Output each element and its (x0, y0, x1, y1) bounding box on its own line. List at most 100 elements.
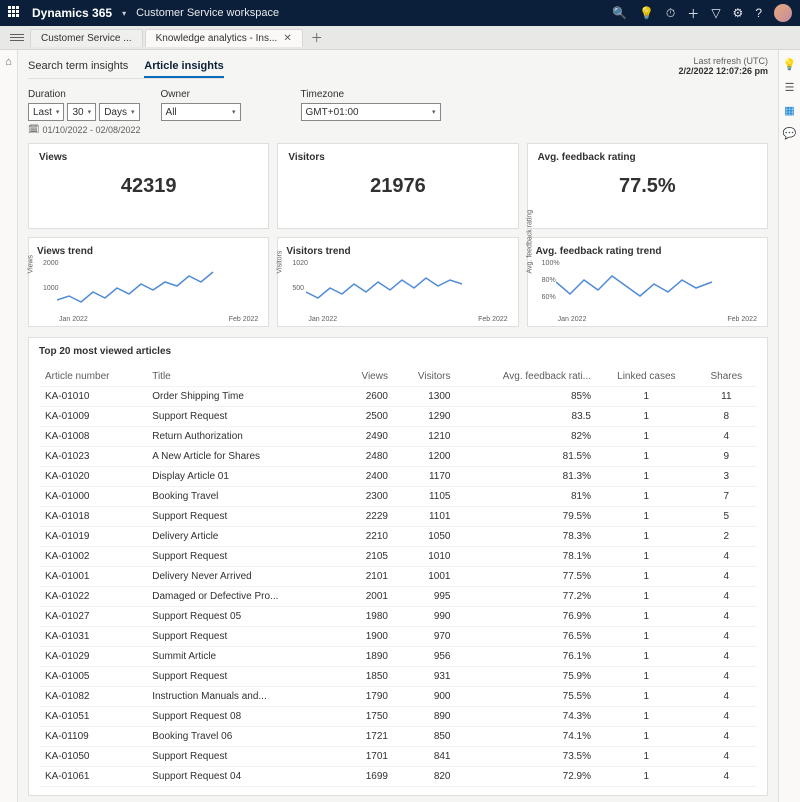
col-article[interactable]: Article number (39, 367, 146, 387)
help-icon[interactable]: ? (755, 6, 762, 20)
cell-title: Support Request (146, 627, 340, 647)
cell-article: KA-01109 (39, 727, 146, 747)
cell-title: Summit Article (146, 647, 340, 667)
kpi-value: 42319 (39, 175, 258, 198)
lightbulb-icon[interactable]: 💡 (639, 6, 654, 20)
table-row[interactable]: KA-01023A New Article for Shares24801200… (39, 447, 757, 467)
table-row[interactable]: KA-01031Support Request190097076.5%14 (39, 627, 757, 647)
table-row[interactable]: KA-01002Support Request2105101078.1%14 (39, 547, 757, 567)
app-launcher-icon[interactable] (8, 6, 22, 20)
cell-title: Return Authorization (146, 427, 340, 447)
table-row[interactable]: KA-01001Delivery Never Arrived2101100177… (39, 567, 757, 587)
timer-icon[interactable]: ⏱ (666, 6, 675, 21)
cell-article: KA-01009 (39, 407, 146, 427)
refresh-label: Last refresh (UTC) (678, 56, 768, 66)
subtab-search-term[interactable]: Search term insights (28, 56, 128, 78)
tabstrip: Customer Service ... Knowledge analytics… (0, 26, 800, 50)
new-tab-button[interactable]: ＋ (311, 29, 323, 46)
panel-icon[interactable]: ▦ (784, 104, 794, 117)
menu-icon[interactable] (10, 34, 24, 41)
filter-icon[interactable]: ▽ (711, 6, 720, 20)
cell-rating: 76.5% (457, 627, 598, 647)
table-row[interactable]: KA-01010Order Shipping Time2600130085%11… (39, 387, 757, 407)
close-icon[interactable]: ✕ (283, 33, 291, 44)
chat-icon[interactable]: 💬 (783, 127, 797, 140)
table-row[interactable]: KA-01029Summit Article189095676.1%14 (39, 647, 757, 667)
cell-article: KA-01005 (39, 667, 146, 687)
kpi-rating: Avg. feedback rating 77.5% (527, 143, 768, 229)
col-shares[interactable]: Shares (696, 367, 757, 387)
table-row[interactable]: KA-01018Support Request2229110179.5%15 (39, 507, 757, 527)
cell-linked: 1 (597, 547, 696, 567)
cell-linked: 1 (597, 447, 696, 467)
cell-title: Order Shipping Time (146, 387, 340, 407)
subtab-article-insights[interactable]: Article insights (144, 56, 223, 78)
search-icon[interactable]: 🔍 (612, 6, 627, 20)
col-linked[interactable]: Linked cases (597, 367, 696, 387)
cell-visitors: 990 (394, 607, 457, 627)
col-rating[interactable]: Avg. feedback rati... (457, 367, 598, 387)
cell-linked: 1 (597, 387, 696, 407)
cell-linked: 1 (597, 607, 696, 627)
timezone-select[interactable]: GMT+01:00▾ (301, 103, 441, 121)
table-row[interactable]: KA-01109Booking Travel 06172185074.1%14 (39, 727, 757, 747)
tab-customer-service[interactable]: Customer Service ... (30, 29, 143, 47)
duration-unit-select[interactable]: Days▾ (99, 103, 139, 121)
table-row[interactable]: KA-01082Instruction Manuals and...179090… (39, 687, 757, 707)
home-icon[interactable]: ⌂ (5, 56, 12, 68)
duration-value-select[interactable]: 30▾ (67, 103, 96, 121)
cell-article: KA-01082 (39, 687, 146, 707)
owner-select[interactable]: All▾ (161, 103, 241, 121)
table-row[interactable]: KA-01019Delivery Article2210105078.3%12 (39, 527, 757, 547)
cell-title: Support Request 04 (146, 767, 340, 787)
table-row[interactable]: KA-01027Support Request 05198099076.9%14 (39, 607, 757, 627)
tab-knowledge-analytics[interactable]: Knowledge analytics - Ins... ✕ (145, 29, 303, 47)
cell-title: Support Request (146, 667, 340, 687)
cell-views: 2600 (340, 387, 394, 407)
cell-title: Booking Travel 06 (146, 727, 340, 747)
cell-views: 2229 (340, 507, 394, 527)
table-row[interactable]: KA-01022Damaged or Defective Pro...20019… (39, 587, 757, 607)
avatar[interactable] (774, 4, 792, 22)
cell-title: Damaged or Defective Pro... (146, 587, 340, 607)
chevron-down-icon[interactable]: ▾ (122, 9, 126, 18)
plus-icon[interactable]: ＋ (687, 5, 699, 22)
cell-article: KA-01027 (39, 607, 146, 627)
col-views[interactable]: Views (340, 367, 394, 387)
table-row[interactable]: KA-01050Support Request170184173.5%14 (39, 747, 757, 767)
cell-shares: 4 (696, 727, 757, 747)
gear-icon[interactable]: ⚙ (733, 6, 744, 20)
lightbulb-icon[interactable]: 💡 (783, 58, 797, 71)
table-row[interactable]: KA-01020Display Article 012400117081.3%1… (39, 467, 757, 487)
table-header-row: Article number Title Views Visitors Avg.… (39, 367, 757, 387)
table-row[interactable]: KA-01061Support Request 04169982072.9%14 (39, 767, 757, 787)
chart-title: Views trend (37, 246, 260, 257)
duration-last-select[interactable]: Last▾ (28, 103, 64, 121)
views-trend-chart: Views trend Views 20001000 Jan 2022Feb 2… (28, 237, 269, 327)
table-row[interactable]: KA-01008Return Authorization2490121082%1… (39, 427, 757, 447)
cell-shares: 4 (696, 607, 757, 627)
col-visitors[interactable]: Visitors (394, 367, 457, 387)
cell-rating: 81.5% (457, 447, 598, 467)
cell-views: 1699 (340, 767, 394, 787)
table-row[interactable]: KA-01005Support Request185093175.9%14 (39, 667, 757, 687)
filters: Duration Last▾ 30▾ Days▾ 🗓01/10/2022 - 0… (28, 89, 768, 135)
kpi-title: Visitors (288, 152, 507, 163)
timezone-filter: Timezone GMT+01:00▾ (301, 89, 441, 121)
calendar-icon: 🗓 (28, 124, 39, 135)
cell-shares: 9 (696, 447, 757, 467)
cell-visitors: 1001 (394, 567, 457, 587)
cell-visitors: 820 (394, 767, 457, 787)
cell-title: Booking Travel (146, 487, 340, 507)
list-icon[interactable]: ☰ (785, 81, 795, 94)
cell-shares: 4 (696, 747, 757, 767)
table-row[interactable]: KA-01000Booking Travel2300110581%17 (39, 487, 757, 507)
col-title[interactable]: Title (146, 367, 340, 387)
table-row[interactable]: KA-01009Support Request2500129083.518 (39, 407, 757, 427)
refresh-time: 2/2/2022 12:07:26 pm (678, 66, 768, 76)
tab-label: Knowledge analytics - Ins... (156, 33, 278, 44)
cell-views: 2500 (340, 407, 394, 427)
cell-title: A New Article for Shares (146, 447, 340, 467)
cell-shares: 11 (696, 387, 757, 407)
cell-article: KA-01031 (39, 627, 146, 647)
